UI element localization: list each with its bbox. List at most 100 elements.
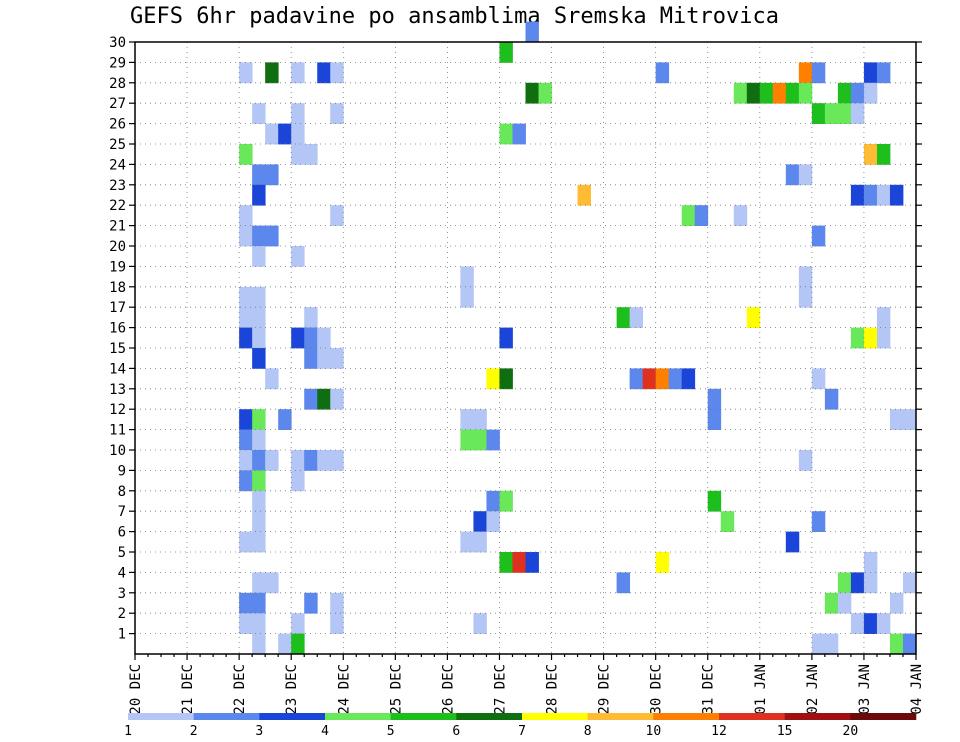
precip-cell (655, 552, 670, 573)
x-tick-label: 25 DEC (388, 664, 404, 715)
y-tick-label: 27 (109, 96, 126, 112)
x-tick-label: 28 DEC (545, 664, 561, 715)
precip-cell (512, 552, 526, 573)
y-tick-label: 3 (118, 586, 126, 602)
precip-cell (252, 429, 266, 451)
precip-cell (811, 225, 826, 247)
precip-cell (785, 164, 800, 186)
precip-cell (304, 388, 318, 410)
precip-cell (902, 572, 917, 594)
precip-cell (252, 613, 266, 634)
precip-cell (811, 62, 826, 84)
precip-cell (837, 592, 852, 614)
precip-cell (486, 368, 500, 390)
precip-cell (863, 184, 878, 206)
legend-swatch (193, 713, 260, 720)
legend-swatch (128, 713, 194, 720)
precip-cell (291, 246, 305, 267)
precip-cell (876, 184, 891, 206)
precip-cell (707, 388, 722, 410)
precip-cell (798, 450, 813, 471)
legend-label: 3 (255, 724, 263, 739)
legend-swatch (325, 713, 391, 720)
x-tick-label: 31 DEC (701, 664, 717, 715)
precip-cell (265, 225, 279, 247)
precip-cell (291, 123, 305, 145)
precip-cell (811, 633, 826, 655)
precip-cell (811, 511, 826, 532)
precip-cell (889, 184, 904, 206)
x-tick-label: 23 DEC (284, 664, 300, 715)
precip-cell (486, 511, 500, 532)
legend-swatch (653, 713, 720, 720)
x-tick-label: 02 JAN (805, 664, 821, 715)
precip-cell (642, 368, 657, 390)
y-tick-label: 26 (109, 117, 126, 133)
precip-cell (798, 82, 813, 104)
precip-cell (239, 429, 253, 451)
precip-cell (850, 184, 865, 206)
precip-cell (265, 450, 279, 471)
precip-cell (239, 205, 253, 226)
y-tick-label: 24 (109, 157, 126, 173)
precip-cell (889, 409, 904, 430)
legend-label: 8 (584, 724, 592, 739)
legend-label: 10 (646, 724, 662, 739)
precip-cell (733, 82, 748, 104)
precip-cell (252, 409, 266, 430)
precip-cell (252, 164, 266, 186)
precip-cell (291, 613, 305, 634)
precip-cell (863, 572, 878, 594)
precip-cell (291, 450, 305, 471)
precip-cell (317, 348, 331, 369)
precip-cell (499, 123, 513, 145)
y-tick-label: 15 (109, 341, 126, 357)
x-tick-label: 22 DEC (232, 664, 248, 715)
precip-cell (239, 409, 253, 430)
precip-cell (239, 225, 253, 247)
precip-cell (629, 307, 644, 328)
precip-cell (304, 450, 318, 471)
y-tick-label: 20 (109, 239, 126, 255)
y-tick-label: 12 (109, 402, 126, 418)
legend-swatch (784, 713, 851, 720)
precip-cell (668, 368, 683, 390)
precip-cell (629, 368, 644, 390)
legend-swatch (850, 713, 917, 720)
legend-label: 5 (387, 724, 395, 739)
precip-cell (252, 490, 266, 512)
precip-cell (330, 205, 344, 226)
y-tick-label: 10 (109, 443, 126, 459)
precip-cell (252, 327, 266, 349)
precip-cell (707, 490, 722, 512)
precip-cell (239, 286, 253, 308)
y-tick-label: 22 (109, 198, 126, 214)
y-tick-label: 19 (109, 259, 126, 275)
precip-cell (291, 470, 305, 492)
y-tick-label: 16 (109, 321, 126, 337)
precip-cell (317, 62, 331, 84)
x-tick-label: 01 JAN (753, 664, 769, 715)
precip-cell (291, 327, 305, 349)
y-tick-label: 11 (109, 423, 126, 439)
precip-cell (252, 633, 266, 655)
precip-cell (902, 633, 917, 655)
precip-cell (252, 225, 266, 247)
x-tick-label: 20 DEC (128, 664, 144, 715)
precip-cell (278, 123, 292, 145)
precip-cell (265, 62, 279, 84)
precip-cell (330, 62, 344, 84)
precip-cell (681, 368, 696, 390)
precip-cell (252, 511, 266, 532)
precip-cell (876, 307, 891, 328)
precip-cell (707, 409, 722, 430)
precip-cell (473, 429, 487, 451)
precip-cell (239, 592, 253, 614)
precip-cell (837, 572, 852, 594)
precip-cell (460, 429, 474, 451)
precip-cell (850, 613, 865, 634)
y-tick-label: 14 (109, 361, 126, 377)
precip-cell (252, 572, 266, 594)
precip-cell (460, 409, 474, 430)
precip-cell (824, 103, 839, 124)
